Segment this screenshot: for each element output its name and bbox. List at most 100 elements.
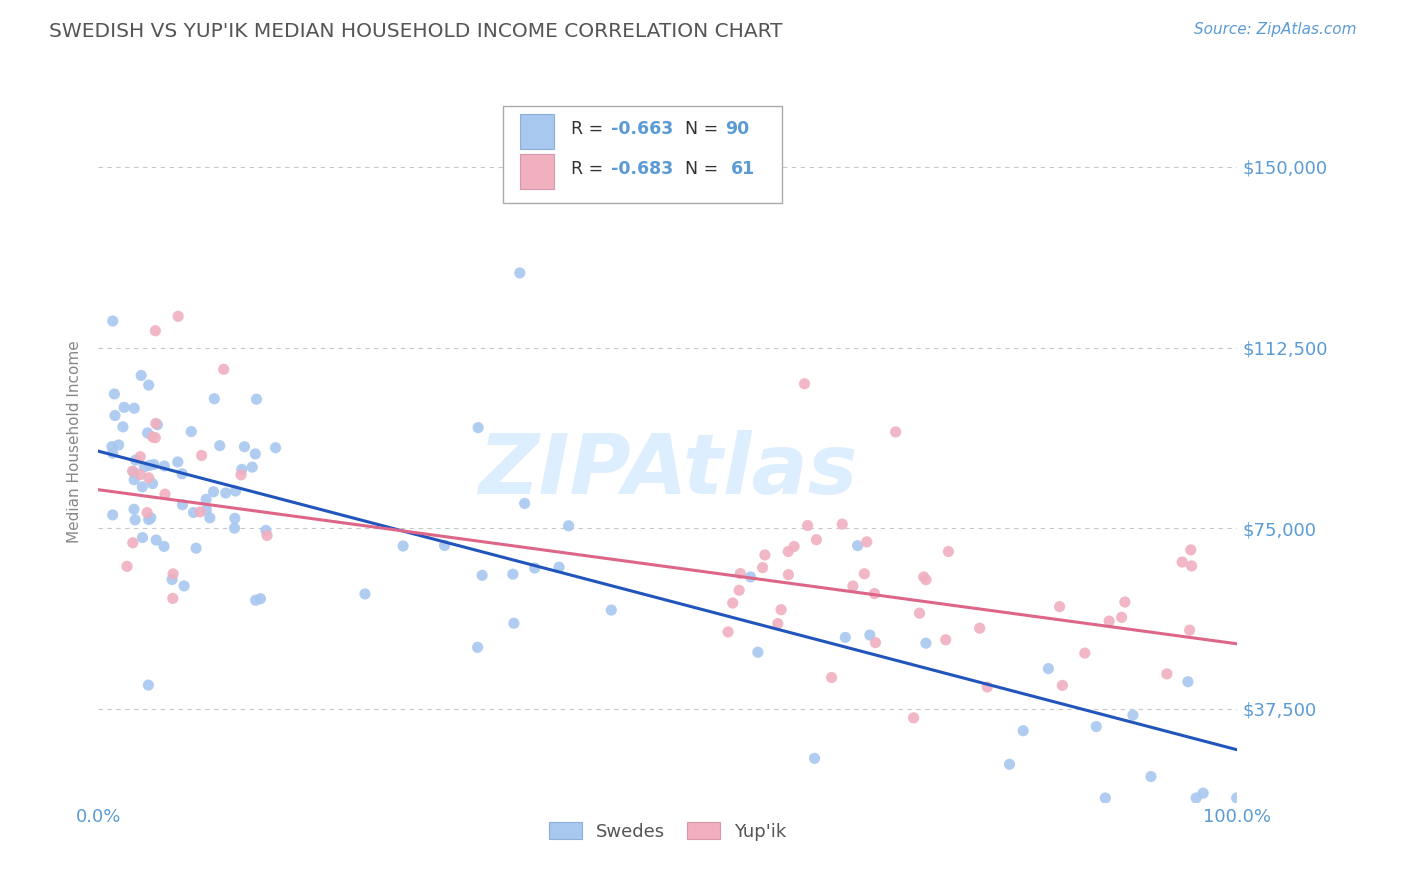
Point — [224, 521, 246, 535]
Point — [1111, 610, 1133, 624]
Point — [820, 671, 842, 685]
Point — [107, 438, 129, 452]
Point — [846, 539, 869, 553]
Point — [1012, 723, 1035, 738]
Point — [754, 548, 776, 562]
Point — [111, 420, 134, 434]
Point — [1049, 599, 1071, 614]
Point — [195, 502, 218, 516]
Point — [167, 310, 190, 324]
Point — [145, 417, 167, 431]
Point — [136, 425, 159, 440]
Point — [173, 579, 195, 593]
Point — [1085, 720, 1108, 734]
Point — [233, 440, 256, 454]
Point — [863, 586, 886, 600]
Legend: Swedes, Yup'ik: Swedes, Yup'ik — [543, 815, 793, 848]
Point — [935, 632, 957, 647]
Point — [145, 324, 167, 338]
Text: N =: N = — [673, 161, 723, 178]
Point — [101, 440, 124, 454]
Point — [129, 368, 152, 383]
Point — [101, 508, 124, 522]
Point — [162, 591, 184, 606]
Point — [131, 480, 153, 494]
Point — [884, 425, 907, 439]
FancyBboxPatch shape — [503, 105, 782, 203]
Point — [129, 450, 152, 464]
Point — [1177, 674, 1199, 689]
Point — [471, 568, 494, 582]
Point — [1178, 623, 1201, 637]
Point — [212, 362, 235, 376]
Point — [467, 640, 489, 655]
Point — [139, 458, 162, 473]
Point — [1094, 791, 1116, 805]
Point — [115, 559, 138, 574]
Text: -0.663: -0.663 — [610, 120, 673, 138]
Point — [502, 567, 524, 582]
Point — [245, 447, 267, 461]
Point — [1156, 666, 1178, 681]
Point — [908, 606, 931, 620]
Point — [1226, 791, 1249, 805]
Point — [915, 636, 938, 650]
Point — [1038, 662, 1060, 676]
Point — [912, 570, 935, 584]
Point — [142, 476, 165, 491]
Point — [101, 314, 124, 328]
FancyBboxPatch shape — [520, 114, 554, 149]
Point — [195, 492, 218, 507]
Point — [202, 392, 225, 406]
Point — [139, 510, 162, 524]
Point — [124, 453, 146, 467]
Point — [145, 533, 167, 547]
Point — [138, 678, 160, 692]
Point — [513, 496, 536, 510]
Point — [740, 570, 762, 584]
Point — [770, 603, 793, 617]
Point — [153, 458, 176, 473]
Point — [256, 528, 278, 542]
Point — [859, 628, 882, 642]
Point — [142, 430, 165, 444]
Point — [1180, 542, 1202, 557]
Text: -0.683: -0.683 — [610, 161, 673, 178]
Y-axis label: Median Household Income: Median Household Income — [67, 340, 83, 543]
Point — [202, 484, 225, 499]
Point — [180, 425, 202, 439]
Point — [976, 680, 998, 694]
Point — [1192, 786, 1215, 800]
Point — [998, 757, 1021, 772]
Point — [969, 621, 991, 635]
Point — [853, 566, 876, 581]
Point — [834, 631, 856, 645]
FancyBboxPatch shape — [520, 154, 554, 189]
Point — [717, 624, 740, 639]
Point — [730, 566, 752, 581]
Point — [172, 467, 194, 481]
Point — [1114, 595, 1136, 609]
Text: N =: N = — [673, 120, 723, 138]
Point — [467, 420, 489, 434]
Point — [146, 417, 169, 432]
Point — [1074, 646, 1097, 660]
Point — [143, 431, 166, 445]
Point — [842, 579, 865, 593]
Point — [903, 711, 925, 725]
Point — [509, 266, 531, 280]
Point — [1122, 708, 1144, 723]
Text: 90: 90 — [725, 120, 749, 138]
Point — [1185, 791, 1208, 805]
Point — [793, 376, 815, 391]
Point — [1181, 558, 1204, 573]
Point — [245, 593, 267, 607]
Point — [142, 458, 165, 472]
Point — [122, 401, 145, 416]
Point — [392, 539, 415, 553]
Point — [523, 561, 546, 575]
Text: Source: ZipAtlas.com: Source: ZipAtlas.com — [1194, 22, 1357, 37]
Point — [124, 513, 146, 527]
Text: R =: R = — [571, 161, 609, 178]
Point — [129, 467, 152, 482]
